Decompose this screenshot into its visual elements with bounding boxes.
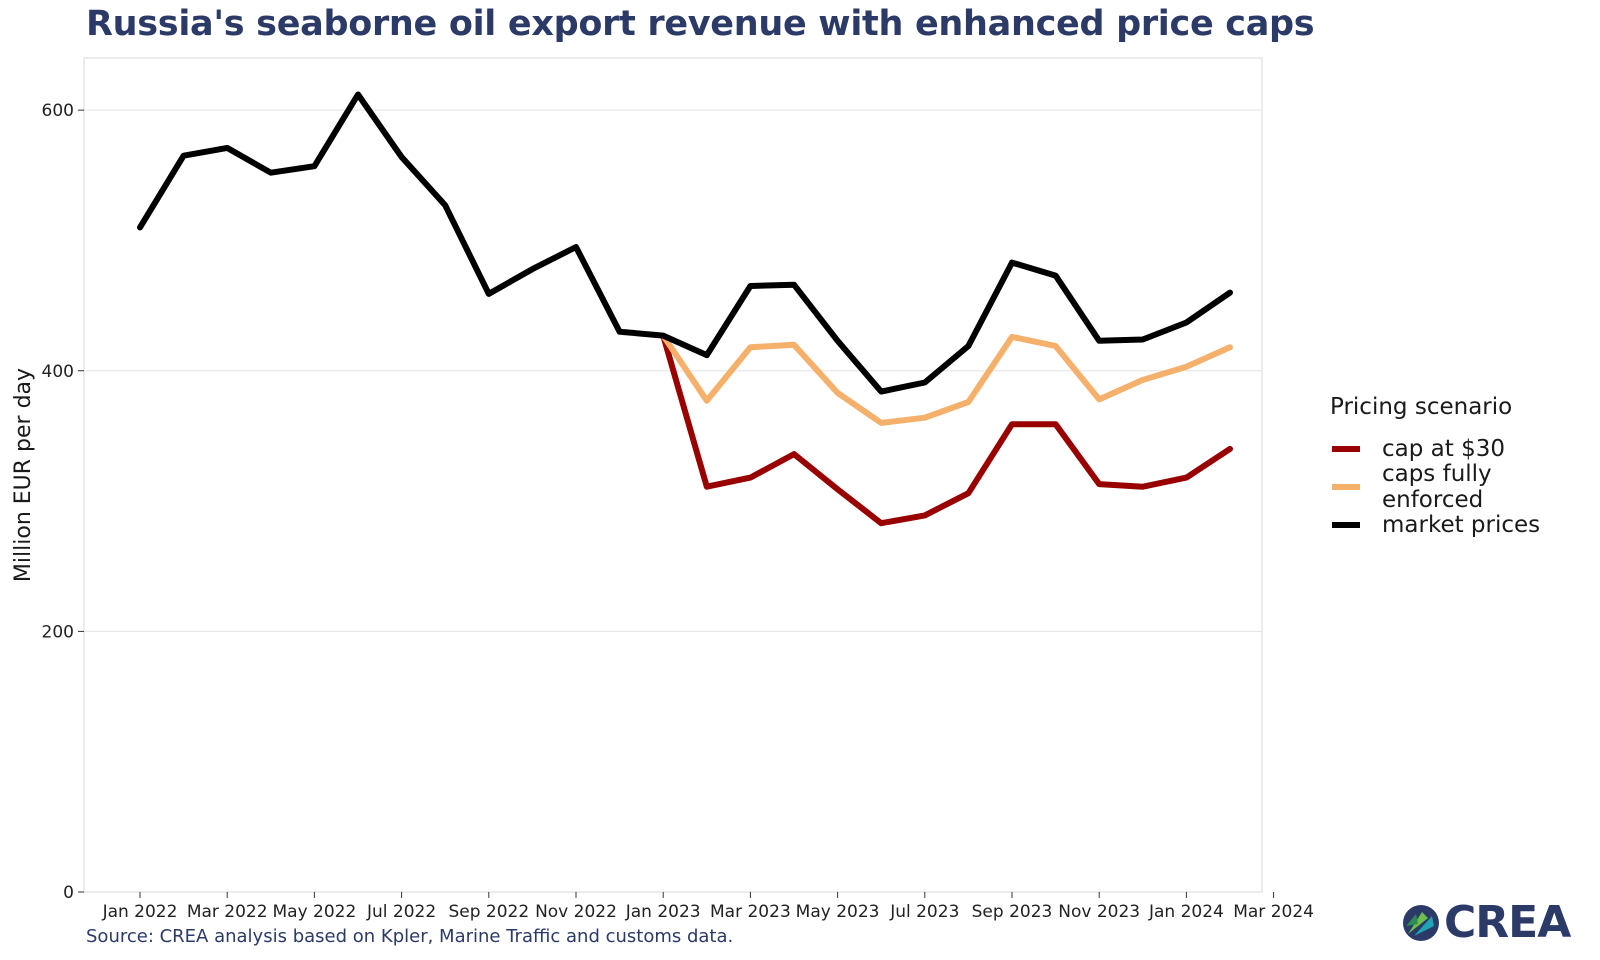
legend-item-cap30: cap at $30 bbox=[1330, 430, 1600, 468]
crea-logo: CREA bbox=[1402, 897, 1571, 948]
x-tick-label: Jul 2022 bbox=[366, 902, 436, 922]
legend-item-market: market prices bbox=[1330, 506, 1600, 544]
x-tick-label: May 2022 bbox=[272, 902, 356, 922]
series-line-cap-at-30 bbox=[660, 332, 1233, 527]
chart-title: Russia's seaborne oil export revenue wit… bbox=[86, 4, 1315, 44]
x-tick-label: Nov 2022 bbox=[535, 902, 617, 922]
y-tick-label: 0 bbox=[63, 883, 74, 903]
plot-panel bbox=[83, 57, 1263, 893]
legend-label: cap at $30 bbox=[1382, 436, 1505, 462]
legend: Pricing scenario cap at $30 caps fully e… bbox=[1330, 394, 1600, 544]
x-tick-label: Mar 2023 bbox=[710, 902, 791, 922]
x-tick-label: Jan 2022 bbox=[102, 902, 178, 922]
series-line-market-prices bbox=[137, 91, 1233, 395]
series-lines bbox=[137, 91, 1233, 527]
legend-label: market prices bbox=[1382, 512, 1541, 538]
x-tick-label: May 2023 bbox=[796, 902, 880, 922]
crea-leaf-icon bbox=[1403, 904, 1439, 941]
x-tick-label: Sep 2022 bbox=[448, 902, 529, 922]
x-tick-label: Jul 2023 bbox=[889, 902, 959, 922]
y-tick-label: 400 bbox=[42, 362, 74, 382]
legend-swatch-cap30 bbox=[1332, 446, 1360, 452]
y-tick-label: 200 bbox=[42, 622, 74, 642]
legend-swatch-caps-enforced bbox=[1332, 484, 1360, 490]
x-tick-label: Nov 2023 bbox=[1058, 902, 1140, 922]
logo-text: CREA bbox=[1444, 897, 1571, 948]
legend-item-caps-enforced: caps fully enforced bbox=[1330, 461, 1600, 513]
plot-border bbox=[83, 57, 1263, 893]
series-line-caps-fully-enforced bbox=[660, 332, 1233, 426]
y-axis-label: Million EUR per day bbox=[11, 368, 36, 582]
y-axis: 0 200 400 600 bbox=[42, 101, 84, 903]
x-axis: Jan 2022 Mar 2022 May 2022 Jul 2022 Sep 2022… bbox=[102, 892, 1314, 922]
legend-label: caps fully enforced bbox=[1381, 461, 1492, 513]
x-tick-label: Mar 2024 bbox=[1233, 902, 1314, 922]
legend-title: Pricing scenario bbox=[1330, 394, 1513, 420]
x-tick-label: Jan 2023 bbox=[625, 902, 701, 922]
y-tick-label: 600 bbox=[42, 101, 74, 121]
source-note: Source: CREA analysis based on Kpler, Ma… bbox=[86, 926, 734, 947]
legend-swatch-market bbox=[1332, 522, 1360, 528]
x-tick-label: Sep 2023 bbox=[972, 902, 1053, 922]
x-tick-label: Jan 2024 bbox=[1148, 902, 1224, 922]
x-tick-label: Mar 2022 bbox=[187, 902, 268, 922]
